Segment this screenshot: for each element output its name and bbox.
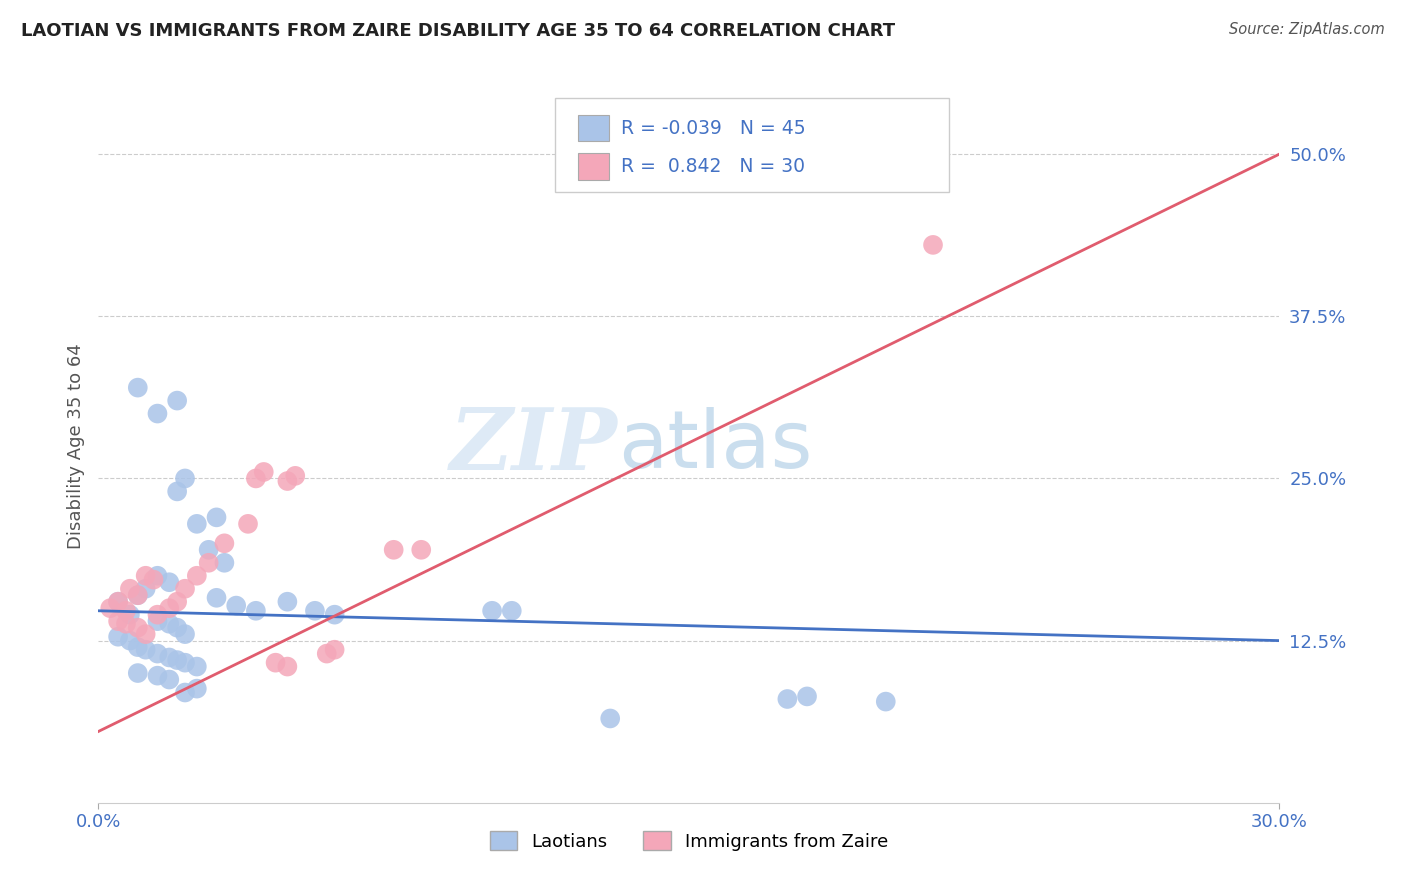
Text: ZIP: ZIP [450,404,619,488]
Point [186,659,208,673]
Point [174,627,197,641]
Point [157,673,180,687]
Point [284,468,307,483]
Point [197,556,219,570]
Point [174,656,197,670]
Point [186,681,208,696]
Point [225,599,247,613]
Point [922,238,945,252]
Point [236,516,259,531]
Point [146,647,169,661]
Text: Source: ZipAtlas.com: Source: ZipAtlas.com [1229,22,1385,37]
Point [186,568,208,582]
Point [166,393,188,408]
Point [157,616,180,631]
Point [142,573,165,587]
Point [315,647,337,661]
Point [157,601,180,615]
Point [127,621,149,635]
Text: atlas: atlas [619,407,813,485]
Point [411,542,433,557]
Point [245,604,267,618]
Point [135,627,157,641]
Point [186,516,208,531]
Point [253,465,276,479]
Legend: Laotians, Immigrants from Zaire: Laotians, Immigrants from Zaire [482,824,896,858]
Point [875,695,897,709]
Point [166,595,188,609]
Point [98,601,121,615]
Point [214,536,236,550]
Point [174,582,197,596]
Point [135,582,157,596]
Text: R =  0.842   N = 30: R = 0.842 N = 30 [621,157,806,176]
Point [115,604,138,618]
Point [276,595,298,609]
Point [115,616,138,631]
Point [599,711,621,725]
Point [118,633,141,648]
Point [127,640,149,654]
Point [166,621,188,635]
Y-axis label: Disability Age 35 to 64: Disability Age 35 to 64 [66,343,84,549]
Point [127,381,149,395]
Point [146,614,169,628]
Point [107,630,129,644]
Point [323,642,346,657]
Point [214,556,236,570]
Point [245,471,267,485]
Point [197,542,219,557]
Point [304,604,326,618]
Point [146,568,169,582]
Point [264,656,287,670]
Point [174,685,197,699]
Point [146,607,169,622]
Point [382,542,405,557]
Point [107,614,129,628]
Point [127,588,149,602]
Point [135,568,157,582]
Point [205,591,228,605]
Point [157,575,180,590]
Text: LAOTIAN VS IMMIGRANTS FROM ZAIRE DISABILITY AGE 35 TO 64 CORRELATION CHART: LAOTIAN VS IMMIGRANTS FROM ZAIRE DISABIL… [21,22,896,40]
Point [146,668,169,682]
Point [127,666,149,681]
Point [174,471,197,485]
Point [323,607,346,622]
Point [146,407,169,421]
Point [166,484,188,499]
Point [776,692,799,706]
Point [796,690,818,704]
Point [166,653,188,667]
Point [118,582,141,596]
Point [157,650,180,665]
Point [107,595,129,609]
Text: R = -0.039   N = 45: R = -0.039 N = 45 [621,119,806,137]
Point [276,474,298,488]
Point [276,659,298,673]
Point [501,604,523,618]
Point [127,588,149,602]
Point [481,604,503,618]
Point [135,642,157,657]
Point [107,595,129,609]
Point [118,607,141,622]
Point [205,510,228,524]
